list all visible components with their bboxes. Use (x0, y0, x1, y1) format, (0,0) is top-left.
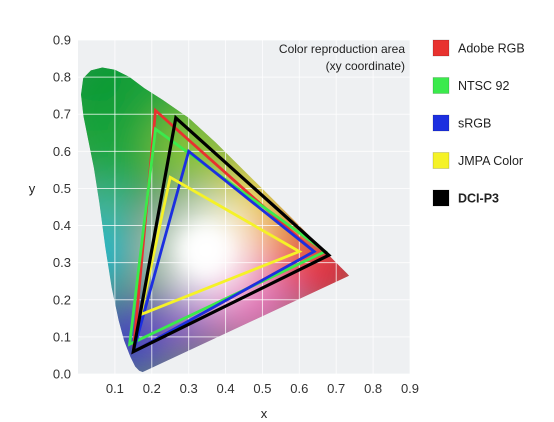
annotation-line-1: Color reproduction area (279, 42, 405, 56)
legend-swatch (432, 77, 450, 94)
x-tick-label: 0.8 (364, 381, 382, 396)
triangle-ntsc-92 (127, 126, 328, 347)
legend-swatch (432, 189, 450, 207)
y-tick-label: 0.2 (53, 292, 71, 307)
y-tick-label: 0.0 (53, 367, 71, 382)
triangle-dci-p3 (131, 114, 332, 355)
legend-label: NTSC 92 (458, 79, 509, 93)
y-tick-label: 0.5 (53, 181, 71, 196)
white-core (183, 228, 227, 272)
legend-item-ntsc-92: NTSC 92 (432, 77, 509, 94)
y-tick-label: 0.8 (53, 70, 71, 85)
y-axis-label: y (29, 181, 36, 196)
legend-label: sRGB (458, 117, 491, 131)
legend-item-jmpa-color: JMPA Color (432, 152, 523, 169)
x-tick-label: 0.6 (290, 381, 308, 396)
triangle-srgb (131, 148, 317, 355)
x-tick-label: 0.4 (217, 381, 235, 396)
x-tick-label: 0.3 (180, 381, 198, 396)
y-tick-label: 0.7 (53, 107, 71, 122)
legend-item-srgb: sRGB (432, 114, 491, 132)
y-tick-label: 0.6 (53, 144, 71, 159)
x-tick-label: 0.9 (401, 381, 419, 396)
legend-swatch (432, 114, 450, 132)
axis-ticks: 0.1 0.2 0.3 0.4 0.5 0.6 0.7 0.8 0.9 0.0 0.1 0.2 0.3 0… (53, 33, 419, 397)
legend-label: JMPA Color (458, 154, 523, 168)
y-tick-label: 0.1 (53, 329, 71, 344)
x-tick-label: 0.5 (253, 381, 271, 396)
legend-item-dci-p3: DCI-P3 (432, 189, 499, 207)
legend: Adobe RGB NTSC 92 sRGB JMPA Color DCI-P3 (432, 39, 525, 207)
grid (78, 39, 411, 375)
y-tick-label: 0.3 (53, 255, 71, 270)
legend-label: Adobe RGB (458, 42, 525, 56)
legend-item-adobe-rgb: Adobe RGB (432, 39, 525, 57)
green-region-upper (81, 67, 140, 120)
y-tick-label: 0.9 (53, 33, 71, 48)
gamut-triangles (127, 107, 332, 355)
annotation-line-2: (xy coordinate) (326, 59, 405, 73)
legend-label: DCI-P3 (458, 192, 499, 206)
legend-swatch (432, 39, 450, 57)
y-tick-label: 0.4 (53, 218, 71, 233)
x-tick-label: 0.1 (106, 381, 124, 396)
triangle-jmpa-color (138, 175, 303, 317)
legend-swatch (432, 152, 450, 169)
x-tick-label: 0.2 (143, 381, 161, 396)
x-axis-label: x (261, 406, 268, 421)
x-tick-label: 0.7 (327, 381, 345, 396)
